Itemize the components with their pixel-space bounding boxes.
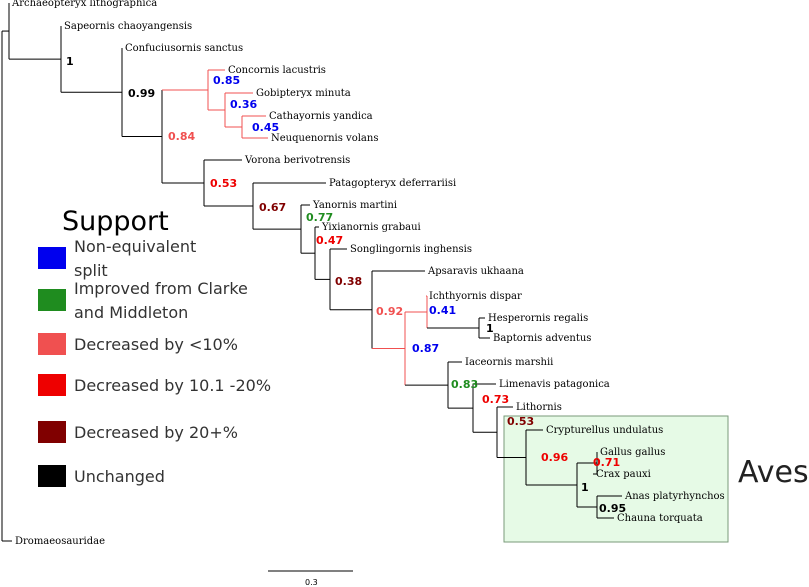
legend-label: and Middleton — [74, 303, 188, 322]
legend-label: Non-equivalent — [74, 237, 196, 256]
support-value: 1 — [486, 322, 494, 335]
aves-clade-label: Aves — [738, 455, 809, 490]
legend-title: Support — [62, 206, 169, 237]
support-value: 0.73 — [482, 393, 509, 406]
support-value: 0.53 — [507, 415, 534, 428]
legend-swatch — [38, 289, 66, 311]
support-value: 0.92 — [376, 305, 403, 318]
legend-label: Decreased by <10% — [74, 335, 238, 354]
aves-clade-highlight — [503, 415, 729, 543]
taxon-label: Gallus gallus — [600, 447, 665, 458]
support-value: 0.53 — [210, 177, 237, 190]
taxon-label: Neuquenornis volans — [271, 133, 378, 144]
taxon-label: Sapeornis chaoyangensis — [64, 21, 192, 32]
taxon-label: Limenavis patagonica — [499, 379, 610, 390]
taxon-label: Anas platyrhynchos — [624, 491, 725, 502]
support-value: 1 — [66, 55, 74, 68]
tree-branches — [1, 3, 622, 542]
taxon-label: Gobipteryx minuta — [256, 88, 351, 99]
support-value: 0.71 — [593, 456, 620, 469]
taxon-label: Apsaravis ukhaana — [427, 266, 524, 277]
support-value: 0.67 — [259, 201, 286, 214]
taxon-label: Iaceornis marshii — [465, 357, 553, 368]
legend-swatch — [38, 465, 66, 487]
taxon-label: Cathayornis yandica — [269, 111, 373, 122]
support-value: 0.84 — [168, 130, 195, 143]
support-value: 1 — [581, 481, 589, 494]
support-value: 0.83 — [451, 378, 478, 391]
taxon-label: Baptornis adventus — [493, 333, 591, 344]
scale-bar: 0.3 — [268, 570, 353, 587]
legend-label: split — [74, 261, 108, 280]
support-value: 0.36 — [230, 98, 257, 111]
legend-label: Decreased by 20+% — [74, 423, 238, 442]
taxon-label: Chauna torquata — [617, 513, 703, 524]
taxon-label: Hesperornis regalis — [488, 313, 588, 324]
taxon-label: Vorona berivotrensis — [244, 155, 350, 166]
taxon-label: Yixianornis grabaui — [321, 222, 421, 233]
legend-swatch — [38, 421, 66, 443]
legend-label: Unchanged — [74, 467, 165, 486]
taxon-label: Yanornis martini — [312, 200, 397, 211]
support-value: 0.96 — [541, 451, 568, 464]
legend-label: Improved from Clarke — [74, 279, 248, 298]
taxon-label: Crypturellus undulatus — [546, 425, 663, 436]
legend-swatch — [38, 374, 66, 396]
taxon-label: Archaeopteryx lithographica — [11, 0, 157, 9]
taxon-label: Concornis lacustris — [228, 65, 326, 76]
taxon-label: Crax pauxi — [596, 469, 651, 480]
legend-swatch — [38, 247, 66, 269]
scale-bar-label: 0.3 — [305, 578, 318, 587]
support-value: 0.95 — [599, 502, 626, 515]
support-value: 0.38 — [335, 275, 362, 288]
taxon-label: Dromaeosauridae — [15, 536, 105, 547]
support-value: 0.47 — [316, 234, 343, 247]
legend-swatch — [38, 333, 66, 355]
support-value: 0.41 — [429, 304, 456, 317]
taxon-label: Confuciusornis sanctus — [125, 43, 243, 54]
support-value: 0.99 — [128, 87, 155, 100]
support-values: 1 0.99 0.84 0.85 0.36 0.45 0.53 0.67 0.77 0.47 0.3… — [66, 55, 626, 515]
taxon-labels: Archaeopteryx lithographica Sapeornis cha… — [11, 0, 725, 547]
taxon-label: Songlingornis inghensis — [350, 244, 472, 255]
taxon-label: Patagopteryx deferrariisi — [329, 178, 456, 189]
taxon-label: Lithornis — [516, 402, 562, 413]
support-value: 0.85 — [213, 74, 240, 87]
legend-label: Decreased by 10.1 -20% — [74, 376, 271, 395]
support-value: 0.77 — [306, 211, 333, 224]
taxon-label: Ichthyornis dispar — [429, 291, 522, 302]
support-value: 0.45 — [252, 121, 279, 134]
support-value: 0.87 — [412, 342, 439, 355]
